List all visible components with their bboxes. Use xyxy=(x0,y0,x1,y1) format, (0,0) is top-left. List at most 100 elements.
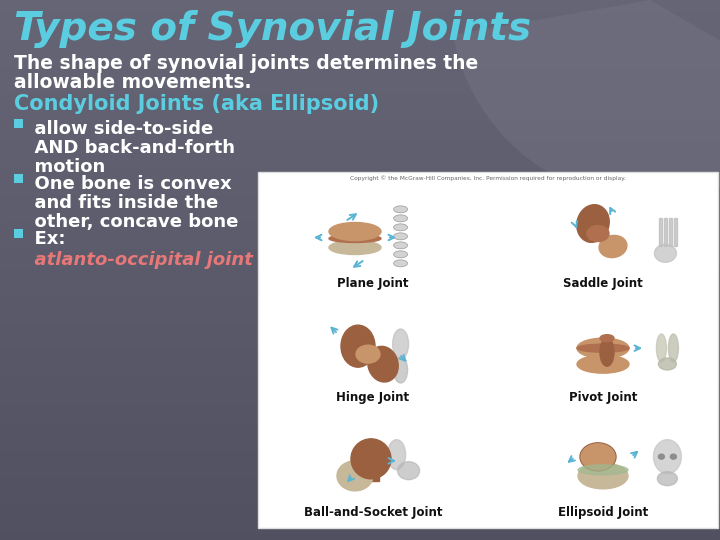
Bar xyxy=(0,392,720,399)
Bar xyxy=(0,249,720,256)
Bar xyxy=(0,399,720,405)
Ellipse shape xyxy=(387,440,405,470)
Bar xyxy=(0,256,720,263)
Bar xyxy=(0,405,720,411)
Bar xyxy=(0,534,720,540)
Bar xyxy=(0,20,720,27)
Bar xyxy=(0,47,720,54)
Bar xyxy=(0,378,720,384)
Wedge shape xyxy=(453,0,720,200)
Bar xyxy=(0,472,720,480)
Text: allow side-to-side: allow side-to-side xyxy=(22,120,213,138)
Bar xyxy=(0,108,720,115)
Ellipse shape xyxy=(394,242,408,249)
Ellipse shape xyxy=(394,233,408,240)
Text: motion: motion xyxy=(22,158,105,176)
Ellipse shape xyxy=(341,325,375,367)
Bar xyxy=(0,195,720,202)
Bar xyxy=(0,351,720,357)
Ellipse shape xyxy=(581,444,615,470)
Ellipse shape xyxy=(670,454,676,459)
Text: One bone is convex: One bone is convex xyxy=(22,175,232,193)
Bar xyxy=(0,364,720,372)
Bar xyxy=(0,40,720,47)
Ellipse shape xyxy=(394,357,408,383)
Bar xyxy=(0,54,720,60)
Ellipse shape xyxy=(578,465,628,475)
Ellipse shape xyxy=(394,224,408,231)
Text: Ex:: Ex: xyxy=(22,230,66,248)
Bar xyxy=(670,218,672,246)
Bar xyxy=(0,276,720,284)
Ellipse shape xyxy=(329,222,381,240)
Text: and fits inside the: and fits inside the xyxy=(22,194,218,212)
Bar xyxy=(0,81,720,87)
Bar xyxy=(0,452,720,459)
Bar xyxy=(0,459,720,465)
Text: Ball-and-Socket Joint: Ball-and-Socket Joint xyxy=(304,506,442,519)
Ellipse shape xyxy=(580,443,616,471)
Ellipse shape xyxy=(654,440,681,474)
Ellipse shape xyxy=(394,260,408,267)
Bar xyxy=(0,418,720,426)
Text: Pivot Joint: Pivot Joint xyxy=(569,392,637,404)
Text: Plane Joint: Plane Joint xyxy=(337,276,409,289)
Bar xyxy=(665,218,667,246)
Bar xyxy=(0,426,720,432)
Bar xyxy=(0,324,720,330)
Bar xyxy=(0,176,720,183)
Bar xyxy=(0,519,720,526)
Bar xyxy=(0,465,720,472)
Text: Copyright © the McGraw-Hill Companies, Inc. Permission required for reproduction: Copyright © the McGraw-Hill Companies, I… xyxy=(350,175,626,181)
Ellipse shape xyxy=(577,344,629,352)
Bar xyxy=(0,68,720,74)
Bar xyxy=(0,74,720,81)
Bar xyxy=(0,372,720,378)
Ellipse shape xyxy=(657,334,667,362)
Text: Condyloid Joints (aka Ellipsoid): Condyloid Joints (aka Ellipsoid) xyxy=(14,94,379,114)
Bar xyxy=(0,189,720,195)
Bar xyxy=(0,87,720,94)
Ellipse shape xyxy=(394,251,408,258)
Ellipse shape xyxy=(577,205,609,242)
Ellipse shape xyxy=(337,461,373,491)
Bar xyxy=(258,172,718,528)
Bar xyxy=(0,60,720,68)
Bar xyxy=(0,141,720,149)
Bar xyxy=(0,486,720,492)
Text: Saddle Joint: Saddle Joint xyxy=(563,276,643,289)
Bar xyxy=(0,297,720,303)
Text: other, concave bone: other, concave bone xyxy=(22,213,238,231)
Bar xyxy=(0,480,720,486)
Ellipse shape xyxy=(394,215,408,222)
Bar xyxy=(0,102,720,108)
Bar xyxy=(0,330,720,338)
Text: allowable movements.: allowable movements. xyxy=(14,73,251,92)
Text: atlanto-occipital joint: atlanto-occipital joint xyxy=(22,251,253,269)
Bar xyxy=(0,162,720,168)
Bar xyxy=(0,303,720,310)
Bar xyxy=(0,446,720,453)
Bar xyxy=(14,174,23,183)
Ellipse shape xyxy=(392,329,409,359)
Ellipse shape xyxy=(600,338,614,366)
Bar xyxy=(0,384,720,391)
Ellipse shape xyxy=(329,234,381,242)
Bar xyxy=(0,33,720,40)
Ellipse shape xyxy=(668,334,678,362)
Bar xyxy=(363,461,379,481)
Ellipse shape xyxy=(368,346,398,382)
Bar xyxy=(0,338,720,345)
Ellipse shape xyxy=(587,226,609,241)
Bar xyxy=(0,432,720,438)
Bar xyxy=(0,411,720,418)
Bar xyxy=(0,202,720,209)
Bar xyxy=(0,493,720,500)
Bar xyxy=(14,229,23,238)
Bar xyxy=(0,526,720,534)
Bar xyxy=(0,513,720,519)
Bar xyxy=(0,284,720,291)
Bar xyxy=(0,6,720,14)
Bar xyxy=(0,317,720,324)
Bar xyxy=(14,119,23,128)
